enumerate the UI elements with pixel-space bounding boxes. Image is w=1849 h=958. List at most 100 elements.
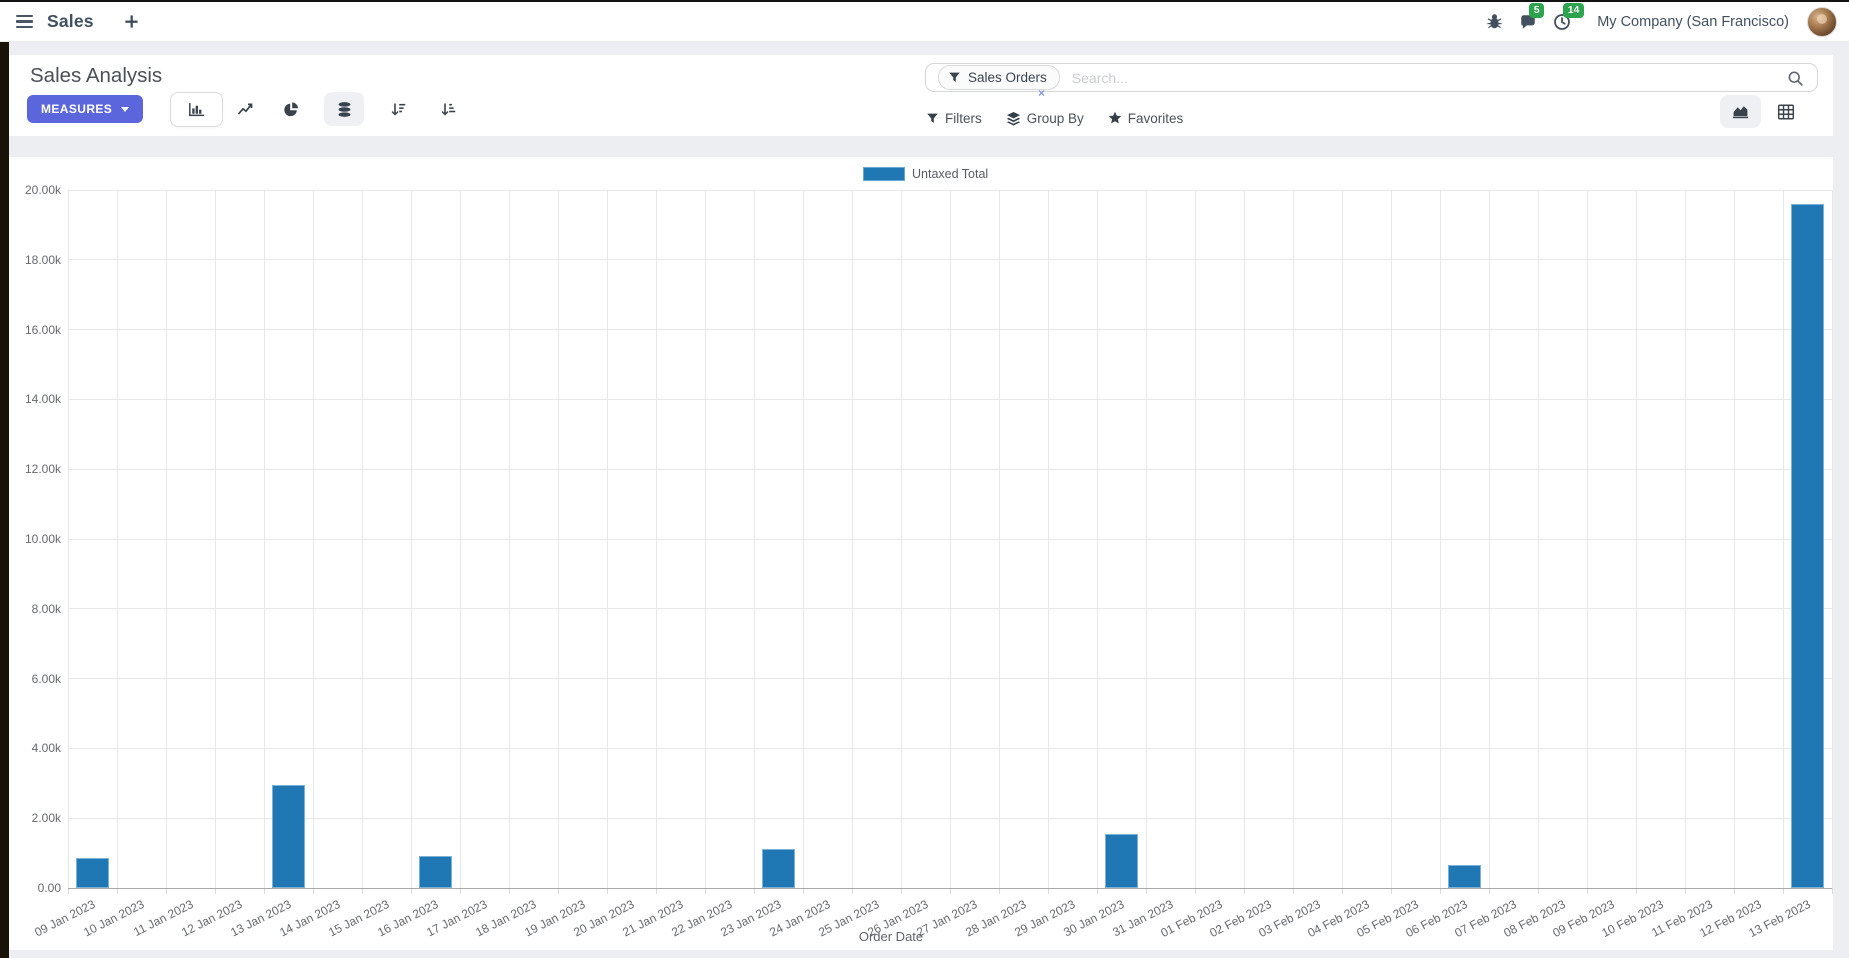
gridline-v [1146, 190, 1147, 888]
x-tick-mark [1342, 888, 1343, 894]
group-by-dropdown[interactable]: Group By [1006, 111, 1084, 126]
x-tick-mark [460, 888, 461, 894]
pie-chart-view-button[interactable] [277, 94, 305, 124]
area-chart-icon [1733, 106, 1748, 119]
layers-icon [1006, 111, 1021, 126]
measures-label: MEASURES [41, 102, 113, 116]
bar-23-jan-2023 [762, 849, 795, 888]
group-by-label: Group By [1026, 110, 1084, 126]
y-tick-label: 0.00 [37, 881, 61, 895]
facet-label: Sales Orders [968, 70, 1047, 85]
gridline-v [166, 190, 167, 888]
y-tick-label: 6.00k [31, 671, 61, 686]
x-tick-mark [754, 888, 755, 894]
x-tick-mark [1587, 888, 1588, 894]
gridline-v [1636, 190, 1637, 888]
gridline-v [411, 190, 412, 888]
x-tick-mark [1146, 888, 1147, 894]
gridline-v [901, 190, 902, 888]
x-axis-line [68, 887, 1832, 889]
gridline-v [509, 190, 510, 888]
x-tick-mark [411, 888, 412, 894]
bar-30-jan-2023 [1105, 834, 1138, 888]
bar-chart-view-button[interactable] [170, 91, 224, 127]
graph-view: Untaxed Total 0.00 2.00k 4.00k 6.00k 8.00k 10… [9, 157, 1833, 950]
y-tick-label: 20.00k [24, 183, 61, 197]
messages-icon[interactable]: 5 [1515, 2, 1545, 33]
company-switcher[interactable]: My Company (San Francisco) [1597, 13, 1789, 30]
favorites-label: Favorites [1127, 110, 1184, 126]
sort-descending-button[interactable] [384, 94, 412, 124]
x-tick-mark [509, 888, 510, 894]
filters-label: Filters [945, 110, 982, 126]
search-input[interactable]: Sales Orders Search... × [925, 63, 1818, 99]
stacked-toggle-button[interactable] [324, 92, 365, 126]
x-tick-mark [1832, 888, 1833, 894]
filters-dropdown[interactable]: Filters [926, 111, 982, 126]
x-axis-title: Order Date [858, 929, 924, 944]
gridline-v [460, 190, 461, 888]
favorites-dropdown[interactable]: Favorites [1108, 110, 1184, 126]
window-top-edge [0, 0, 1849, 2]
line-chart-view-button[interactable] [231, 94, 259, 124]
star-icon [1108, 111, 1122, 125]
y-tick-label: 4.00k [31, 741, 61, 756]
menu-icon[interactable] [12, 11, 37, 32]
x-tick-mark [1440, 888, 1441, 894]
gridline-v [313, 190, 314, 888]
pivot-view-switch-button[interactable] [1771, 95, 1801, 128]
x-tick-mark [215, 888, 216, 894]
bar-16-jan-2023 [419, 856, 452, 888]
debug-icon[interactable] [1482, 11, 1507, 32]
chevron-down-icon [121, 106, 130, 112]
graph-view-switch-button[interactable] [1720, 95, 1761, 128]
sort-ascending-icon [441, 103, 456, 115]
plus-icon[interactable] [124, 14, 139, 29]
x-tick-mark [68, 888, 69, 894]
gridline-v [1685, 190, 1686, 888]
x-tick-mark [999, 888, 1000, 894]
y-tick-label: 2.00k [31, 811, 61, 826]
app-brand[interactable]: Sales [47, 10, 94, 31]
gridline-v [1391, 190, 1392, 888]
bar-13-feb-2023 [1791, 204, 1824, 888]
gridline-v [999, 190, 1000, 888]
legend-item-untaxed-total[interactable]: Untaxed Total [863, 167, 988, 181]
filter-funnel-icon [926, 112, 939, 125]
x-tick-mark [1097, 888, 1098, 894]
x-tick-mark [1538, 888, 1539, 894]
gridline-v [68, 190, 69, 888]
gridline-v [264, 190, 265, 888]
legend-swatch [863, 167, 905, 181]
gridline-v [1293, 190, 1294, 888]
x-tick-mark [558, 888, 559, 894]
y-tick-label: 16.00k [24, 322, 61, 337]
gridline-v [1440, 190, 1441, 888]
x-tick-mark [166, 888, 167, 894]
control-panel: Sales Analysis MEASURES [9, 55, 1833, 136]
facet-remove-icon[interactable]: × [1038, 86, 1046, 100]
pie-chart-icon [284, 101, 299, 116]
x-tick-mark [1783, 888, 1784, 894]
search-facet-sales-orders[interactable]: Sales Orders [938, 65, 1060, 90]
x-tick-mark [1685, 888, 1686, 894]
x-tick-mark [1734, 888, 1735, 894]
sort-ascending-button[interactable] [434, 94, 462, 124]
measures-button[interactable]: MEASURES [27, 95, 144, 123]
filter-funnel-icon [949, 72, 960, 82]
gridline-v [656, 190, 657, 888]
y-tick-label: 18.00k [24, 252, 61, 267]
activities-clock-icon[interactable]: 14 [1549, 2, 1584, 33]
line-chart-icon [238, 103, 253, 115]
search-placeholder: Search... [1071, 69, 1128, 86]
search-icon[interactable] [1787, 70, 1804, 92]
window-left-edge [0, 42, 9, 958]
gridline-v [1832, 190, 1833, 888]
avatar[interactable] [1807, 6, 1837, 37]
x-tick-mark [1048, 888, 1049, 894]
x-tick-mark [705, 888, 706, 894]
y-tick-label: 12.00k [24, 462, 61, 477]
gridline-v [803, 190, 804, 888]
gridline-v [852, 190, 853, 888]
